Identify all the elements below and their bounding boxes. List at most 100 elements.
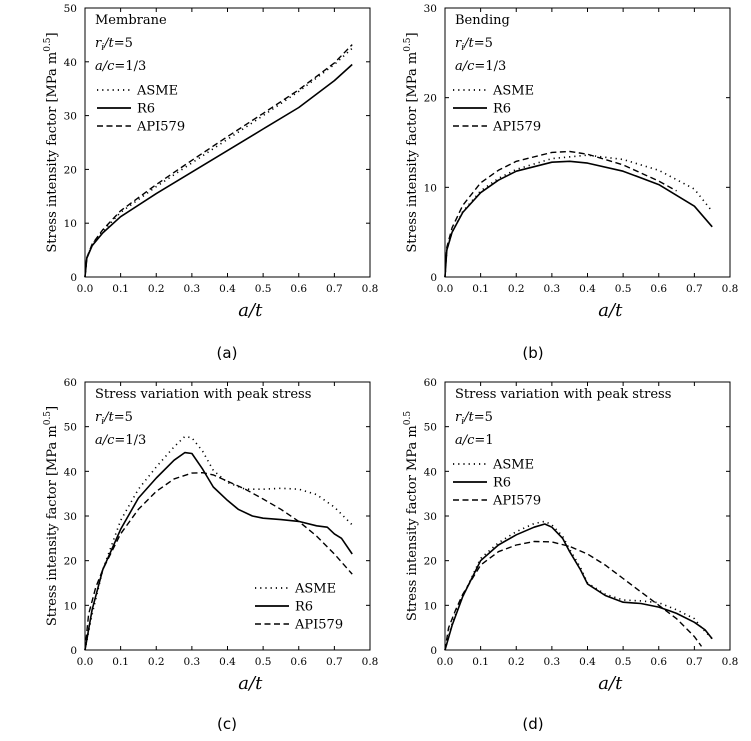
annotation-2: a/c=1 xyxy=(455,433,494,448)
x-axis-label: a/t xyxy=(238,300,263,321)
x-tick-label: 0.7 xyxy=(686,283,703,295)
annotation-1: ri/t=5 xyxy=(455,410,493,427)
y-tick-label: 50 xyxy=(424,422,437,434)
y-tick-label: 10 xyxy=(64,218,77,230)
annotation-2: a/c=1/3 xyxy=(95,59,146,74)
y-axis-label: Stress intensity factor MPa m0.5 xyxy=(403,411,420,621)
x-tick-label: 0.5 xyxy=(615,283,632,295)
annotation-1: ri/t=5 xyxy=(95,410,133,427)
y-tick-label: 0 xyxy=(430,645,437,657)
legend: ASME R6 API579 xyxy=(255,582,343,633)
x-tick-label: 0.0 xyxy=(437,283,454,295)
y-tick-label: 60 xyxy=(64,377,77,389)
x-axis-label: a/t xyxy=(238,673,263,694)
legend: ASME R6 API579 xyxy=(453,84,541,135)
legend-label-api579: API579 xyxy=(136,120,185,135)
legend-label-r6: R6 xyxy=(493,476,511,491)
x-tick-label: 0.1 xyxy=(472,656,489,668)
y-tick-label: 40 xyxy=(64,57,77,69)
y-tick-label: 30 xyxy=(424,3,437,15)
series-line-asme xyxy=(84,47,353,278)
annotation-0: Membrane xyxy=(95,13,167,28)
x-tick-label: 0.2 xyxy=(148,656,165,668)
legend-label-asme: ASME xyxy=(492,84,534,99)
y-axis-label: Stress intensity factor [MPa m0.5] xyxy=(403,32,420,252)
legend-label-asme: ASME xyxy=(294,582,336,597)
legend-label-r6: R6 xyxy=(295,600,313,615)
series-line-asme xyxy=(444,154,713,278)
x-tick-label: 0.2 xyxy=(508,656,525,668)
x-tick-label: 0.8 xyxy=(362,283,379,295)
x-tick-label: 0.7 xyxy=(326,656,343,668)
series-line-asme xyxy=(444,520,713,651)
y-axis-label: Stress intensity factor [MPa m0.5] xyxy=(43,32,60,252)
x-tick-label: 0.2 xyxy=(148,283,165,295)
legend: ASME R6 API579 xyxy=(453,458,541,509)
y-tick-label: 60 xyxy=(424,377,437,389)
chart-panel-b: 0.0 0.1 0.2 0.3 0.4 0.5 0.6 0.7 0.8 0 10 20 30 Stress… xyxy=(403,3,738,362)
annotation-2: a/c=1/3 xyxy=(455,59,506,74)
legend-label-api579: API579 xyxy=(492,120,541,135)
x-tick-label: 0.0 xyxy=(77,656,94,668)
x-tick-label: 0.6 xyxy=(650,656,667,668)
legend-label-r6: R6 xyxy=(137,102,155,117)
y-tick-label: 50 xyxy=(64,422,77,434)
annotation-0: Stress variation with peak stress xyxy=(455,387,671,402)
x-tick-label: 0.5 xyxy=(615,656,632,668)
x-tick-label: 0.0 xyxy=(77,283,94,295)
panel-caption: (d) xyxy=(522,715,543,733)
legend-label-asme: ASME xyxy=(492,458,534,473)
annotation-0: Stress variation with peak stress xyxy=(95,387,311,402)
x-axis-label: a/t xyxy=(598,300,623,321)
series-line-api579 xyxy=(444,150,677,278)
x-tick-label: 0.6 xyxy=(650,283,667,295)
x-tick-label: 0.5 xyxy=(255,283,272,295)
x-tick-label: 0.2 xyxy=(508,283,525,295)
x-tick-label: 0.3 xyxy=(544,283,561,295)
annotation-2: a/c=1/3 xyxy=(95,433,146,448)
chart-panel-a: 0.0 0.1 0.2 0.3 0.4 0.5 0.6 0.7 0.8 0 10 20 30 40 50 St… xyxy=(43,3,378,362)
x-tick-label: 0.4 xyxy=(579,656,596,668)
x-tick-label: 0.6 xyxy=(290,656,307,668)
y-tick-label: 0 xyxy=(70,645,77,657)
series-line-api579 xyxy=(84,44,353,278)
y-tick-label: 10 xyxy=(64,600,77,612)
x-tick-label: 0.4 xyxy=(579,283,596,295)
y-tick-label: 30 xyxy=(64,111,77,123)
chart-panel-d: 0.0 0.1 0.2 0.3 0.4 0.5 0.6 0.7 0.8 0 10 20 30 40 50 60… xyxy=(403,377,738,733)
x-tick-label: 0.1 xyxy=(112,283,129,295)
x-tick-label: 0.8 xyxy=(722,283,739,295)
x-tick-label: 0.8 xyxy=(722,656,739,668)
y-tick-label: 0 xyxy=(430,272,437,284)
y-tick-label: 20 xyxy=(64,556,77,568)
annotation-0: Bending xyxy=(455,13,510,28)
legend-label-r6: R6 xyxy=(493,102,511,117)
panel-caption: (b) xyxy=(522,344,543,362)
y-tick-label: 50 xyxy=(64,3,77,15)
series-line-r6 xyxy=(444,160,713,278)
x-tick-label: 0.4 xyxy=(219,283,236,295)
y-tick-label: 30 xyxy=(64,511,77,523)
y-tick-label: 10 xyxy=(424,600,437,612)
x-tick-label: 0.1 xyxy=(112,656,129,668)
chart-panel-c: 0.0 0.1 0.2 0.3 0.4 0.5 0.6 0.7 0.8 0 10 20 30 40 50 60… xyxy=(43,377,378,733)
x-tick-label: 0.3 xyxy=(544,656,561,668)
y-tick-label: 10 xyxy=(424,182,437,194)
x-tick-label: 0.5 xyxy=(255,656,272,668)
y-tick-label: 40 xyxy=(424,466,437,478)
legend: ASME R6 API579 xyxy=(97,84,185,135)
x-tick-label: 0.3 xyxy=(184,283,201,295)
x-tick-label: 0.3 xyxy=(184,656,201,668)
y-axis-label: Stress intensity factor [MPa m0.5] xyxy=(43,406,60,626)
y-tick-label: 20 xyxy=(424,93,437,105)
annotation-1: ri/t=5 xyxy=(95,36,133,53)
series-line-r6 xyxy=(84,451,353,651)
series-line-r6 xyxy=(84,63,353,278)
x-tick-label: 0.0 xyxy=(437,656,454,668)
legend-label-api579: API579 xyxy=(294,618,343,633)
legend-label-asme: ASME xyxy=(136,84,178,99)
x-tick-label: 0.1 xyxy=(472,283,489,295)
panel-caption: (a) xyxy=(217,344,238,362)
x-tick-label: 0.4 xyxy=(219,656,236,668)
